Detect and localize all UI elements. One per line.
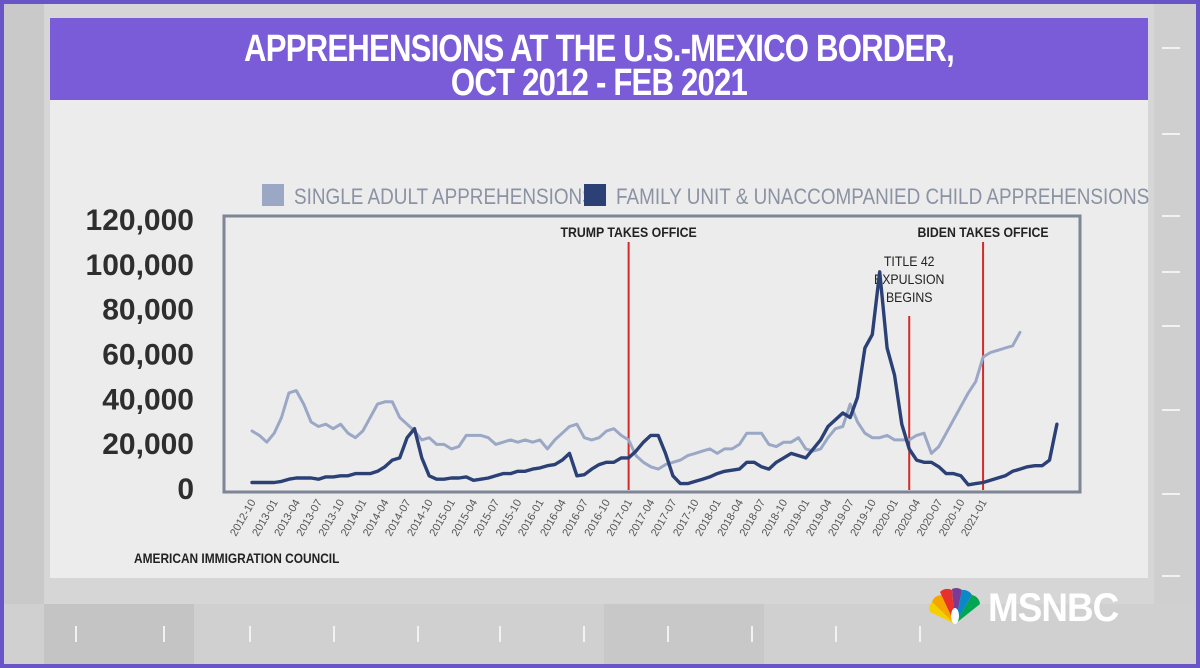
legend-label: FAMILY UNIT & UNACCOMPANIED CHILD APPREH… — [616, 185, 1149, 210]
chart-title-line-2: OCT 2012 - FEB 2021 — [450, 62, 748, 104]
chart-title-line-1: APPREHENSIONS AT THE U.S.-MEXICO BORDER, — [244, 28, 955, 70]
legend-swatch — [262, 184, 284, 206]
y-tick-label: 80,000 — [102, 294, 194, 327]
y-tick-label: 40,000 — [102, 383, 194, 416]
peacock-icon — [929, 588, 980, 624]
event-label-line: TITLE 42 — [884, 253, 935, 269]
series-line-single-adult — [250, 330, 1022, 471]
event-label: BIDEN TAKES OFFICE — [918, 224, 1049, 240]
y-tick-label: 100,000 — [86, 249, 194, 282]
msnbc-wordmark: MSNBC — [988, 586, 1119, 630]
bottom-decoration — [4, 604, 1196, 664]
msnbc-logo: MSNBC — [926, 586, 1166, 630]
series-line-family-unit — [250, 270, 1059, 487]
event-label: TRUMP TAKES OFFICE — [560, 224, 696, 240]
title-band: APPREHENSIONS AT THE U.S.-MEXICO BORDER,… — [50, 18, 1148, 104]
chart-panel — [50, 100, 1148, 578]
legend-swatch — [584, 184, 606, 206]
source-credit: AMERICAN IMMIGRATION COUNCIL — [134, 550, 340, 566]
event-label-line: BEGINS — [886, 289, 933, 305]
legend-label: SINGLE ADULT APPREHENSIONS — [294, 185, 595, 210]
y-tick-label: 120,000 — [86, 204, 194, 237]
broadcast-frame: APPREHENSIONS AT THE U.S.-MEXICO BORDER,… — [4, 4, 1196, 664]
y-tick-label: 0 — [177, 473, 194, 506]
event-label-line: EXPULSION — [874, 271, 944, 287]
plot-frame — [222, 214, 1082, 494]
y-tick-label: 20,000 — [102, 428, 194, 461]
y-tick-label: 60,000 — [102, 339, 194, 372]
line-chart: 020,00040,00060,00080,000100,000120,0002… — [86, 184, 1149, 538]
